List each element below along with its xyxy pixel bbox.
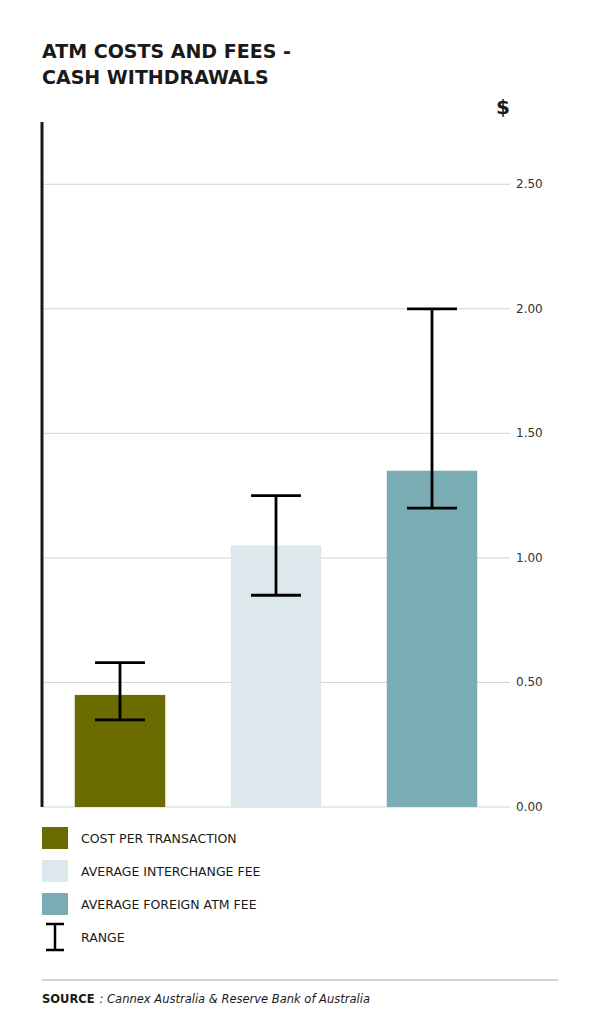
legend-range-symbol <box>46 924 64 950</box>
error-bar <box>95 663 145 720</box>
tick-label: 0.00 <box>516 800 543 814</box>
error-bar-cap <box>95 661 145 664</box>
tick-label: 1.00 <box>516 551 543 565</box>
error-bar <box>407 309 457 508</box>
bar <box>387 471 477 807</box>
legend-label: COST PER TRANSACTION <box>81 831 237 846</box>
tick-label: 1.50 <box>516 426 543 440</box>
background <box>0 0 600 1035</box>
error-bar-cap <box>251 594 301 597</box>
legend: COST PER TRANSACTION AVERAGE INTERCHANGE … <box>42 827 261 950</box>
legend-swatch <box>42 893 68 915</box>
legend-range-stem <box>54 924 57 950</box>
legend-swatch <box>42 860 68 882</box>
marks <box>75 309 477 807</box>
axis-label: $ <box>496 95 510 119</box>
source-text: : Cannex Australia & Reserve Bank of Aus… <box>100 992 370 1006</box>
error-bar-stem <box>431 309 434 508</box>
grid-line <box>42 308 510 309</box>
grid <box>42 184 510 807</box>
error-bar <box>251 496 301 596</box>
axis-line <box>41 122 44 807</box>
error-bar-cap <box>95 718 145 721</box>
legend-range-cap <box>46 949 64 952</box>
legend-swatch <box>42 827 68 849</box>
source-label: SOURCE <box>42 992 95 1006</box>
error-bar-stem <box>275 496 278 596</box>
error-bar-stem <box>119 663 122 720</box>
tick-label: 0.50 <box>516 675 543 689</box>
subtitle: CASH WITHDRAWALS <box>42 66 269 88</box>
grid-line <box>42 184 510 185</box>
error-bar-cap <box>407 307 457 310</box>
title: ATM COSTS AND FEES - <box>42 40 291 62</box>
source: SOURCE : Cannex Australia & Reserve Bank … <box>42 992 370 1006</box>
error-bar-cap <box>251 494 301 497</box>
legend-label: RANGE <box>81 930 125 945</box>
chart: ATM COSTS AND FEES - CASH WITHDRAWALS 0.00… <box>0 0 600 1035</box>
separator <box>42 980 558 981</box>
legend-range-cap <box>46 923 64 926</box>
tick-label: 2.00 <box>516 302 543 316</box>
grid-line <box>42 433 510 434</box>
y-axis: 0.00 0.50 1.00 1.50 2.00 2.50 <box>516 177 543 814</box>
legend-label: AVERAGE INTERCHANGE FEE <box>81 864 261 879</box>
tick-label: 2.50 <box>516 177 543 191</box>
legend-label: AVERAGE FOREIGN ATM FEE <box>81 897 257 912</box>
error-bar-cap <box>407 507 457 510</box>
